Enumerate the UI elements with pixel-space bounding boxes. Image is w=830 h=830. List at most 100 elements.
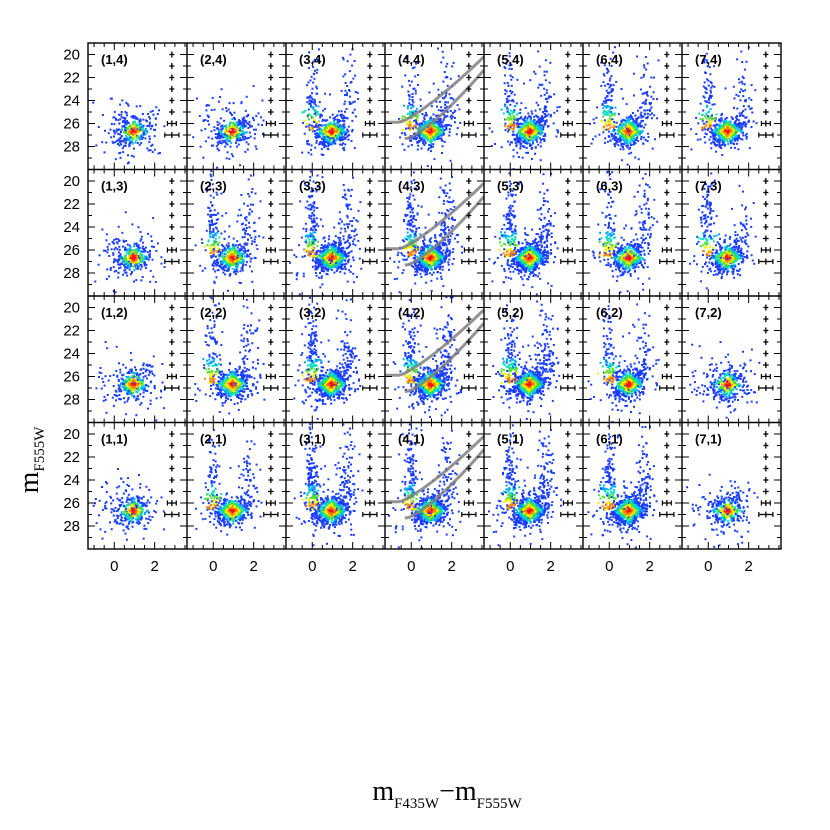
star-point	[638, 133, 641, 136]
star-point	[155, 249, 158, 252]
star-point	[557, 131, 560, 134]
star-point	[629, 123, 632, 126]
star-point	[740, 128, 743, 131]
star-point	[149, 127, 152, 130]
star-point	[339, 131, 342, 134]
star-point	[632, 139, 635, 142]
star-point	[117, 271, 120, 274]
error-bar	[268, 74, 274, 81]
star-point	[243, 131, 246, 134]
star-point	[535, 122, 538, 125]
star-point	[310, 100, 313, 103]
star-point	[141, 250, 144, 253]
star-point	[243, 124, 246, 127]
star-point	[327, 138, 330, 141]
star-point	[602, 107, 605, 110]
star-point	[344, 89, 347, 92]
star-point	[625, 136, 628, 139]
star-point	[540, 94, 543, 97]
star-point	[444, 76, 447, 79]
star-point	[143, 264, 146, 267]
star-point	[118, 256, 121, 259]
star-point	[341, 128, 344, 131]
star-point	[709, 126, 711, 129]
star-point	[340, 115, 342, 118]
star-point	[202, 119, 205, 122]
star-point	[412, 101, 415, 104]
star-point	[338, 137, 341, 140]
star-point	[631, 130, 634, 133]
star-point	[414, 89, 417, 92]
star-point	[141, 129, 144, 132]
star-point	[531, 158, 533, 160]
star-point	[407, 105, 409, 108]
star-point	[422, 138, 425, 141]
star-point	[227, 242, 230, 245]
star-point	[712, 124, 715, 127]
star-point	[232, 254, 235, 257]
star-point	[512, 148, 515, 151]
star-point	[620, 136, 623, 139]
star-point	[541, 138, 544, 140]
isochrone-upper	[385, 55, 484, 124]
star-point	[704, 115, 706, 118]
star-point	[727, 121, 730, 124]
star-point	[223, 257, 226, 260]
star-point	[712, 138, 715, 140]
star-point	[618, 129, 621, 132]
star-point	[157, 152, 160, 155]
star-point	[718, 141, 721, 144]
star-point	[438, 127, 441, 130]
star-point	[438, 133, 441, 136]
panel-4-4: (4,4)	[385, 42, 484, 170]
star-point	[115, 130, 118, 133]
star-point	[243, 255, 246, 258]
star-point	[720, 138, 723, 141]
star-point	[121, 231, 124, 234]
star-point	[122, 273, 124, 276]
star-point	[204, 249, 207, 252]
star-point	[611, 107, 614, 109]
star-point	[139, 259, 142, 262]
star-point	[317, 105, 320, 108]
error-bar	[166, 120, 177, 127]
star-point	[140, 279, 143, 282]
star-point	[620, 121, 623, 124]
star-point	[163, 125, 166, 128]
star-point	[254, 128, 257, 131]
star-point	[643, 113, 646, 116]
star-point	[445, 128, 448, 131]
star-point	[611, 112, 614, 115]
star-point	[234, 252, 237, 254]
star-point	[117, 276, 120, 279]
star-point	[420, 147, 423, 150]
star-point	[444, 101, 447, 104]
star-point	[412, 111, 415, 114]
star-point	[138, 125, 141, 127]
star-point	[626, 142, 629, 145]
star-point	[214, 232, 217, 235]
star-point	[731, 136, 734, 139]
star-point	[605, 113, 607, 116]
star-point	[112, 266, 115, 268]
error-bar	[565, 86, 571, 92]
star-point	[710, 95, 713, 97]
star-point	[407, 145, 410, 148]
star-point	[208, 220, 211, 223]
star-point	[633, 131, 636, 134]
star-point	[640, 136, 643, 139]
star-point	[728, 124, 731, 127]
star-point	[415, 138, 417, 141]
star-point	[345, 117, 348, 119]
star-point	[116, 139, 118, 142]
star-point	[626, 146, 629, 149]
star-point	[104, 129, 106, 132]
star-point	[215, 276, 218, 279]
star-point	[135, 259, 137, 262]
star-point	[717, 127, 720, 130]
star-point	[113, 132, 116, 135]
star-point	[726, 131, 729, 134]
panel-label: (4,4)	[398, 52, 425, 67]
star-point	[611, 90, 614, 93]
star-point	[240, 223, 243, 226]
